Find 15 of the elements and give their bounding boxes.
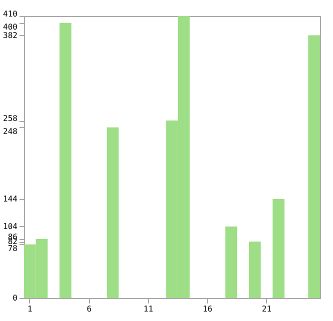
y-tick-label: 258 [3, 114, 18, 124]
y-tick-label: 104 [3, 222, 18, 231]
y-tick-label: 78 [8, 244, 18, 253]
y-tick-label: 248 [3, 126, 18, 136]
y-tick-label: 0 [12, 294, 18, 302]
y-tick-label: 382 [3, 30, 18, 40]
x-tick-label: 21 [262, 304, 272, 314]
x-tick-label: 1 [28, 304, 33, 314]
y-tick-label: 400 [3, 22, 18, 32]
x-tick-label: 11 [144, 304, 154, 314]
x-tick-label: 6 [86, 304, 92, 314]
y-tick-label: 144 [3, 194, 18, 204]
y-tick-label: 410 [3, 10, 18, 18]
x-tick-label: 16 [202, 304, 213, 314]
y-tick-label: 82 [8, 237, 18, 246]
